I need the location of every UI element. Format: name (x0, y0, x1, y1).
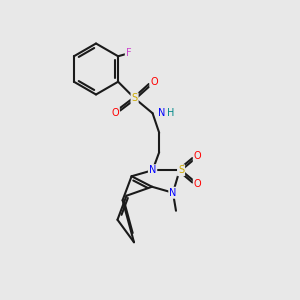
Text: O: O (194, 179, 201, 189)
Text: N: N (149, 165, 156, 175)
Text: N: N (158, 108, 165, 118)
Text: S: S (178, 165, 184, 175)
Text: O: O (111, 108, 119, 118)
Text: F: F (126, 48, 131, 58)
Text: O: O (194, 152, 201, 161)
Text: N: N (169, 188, 177, 198)
Text: S: S (131, 93, 138, 103)
Text: H: H (167, 108, 175, 118)
Text: O: O (150, 77, 158, 87)
